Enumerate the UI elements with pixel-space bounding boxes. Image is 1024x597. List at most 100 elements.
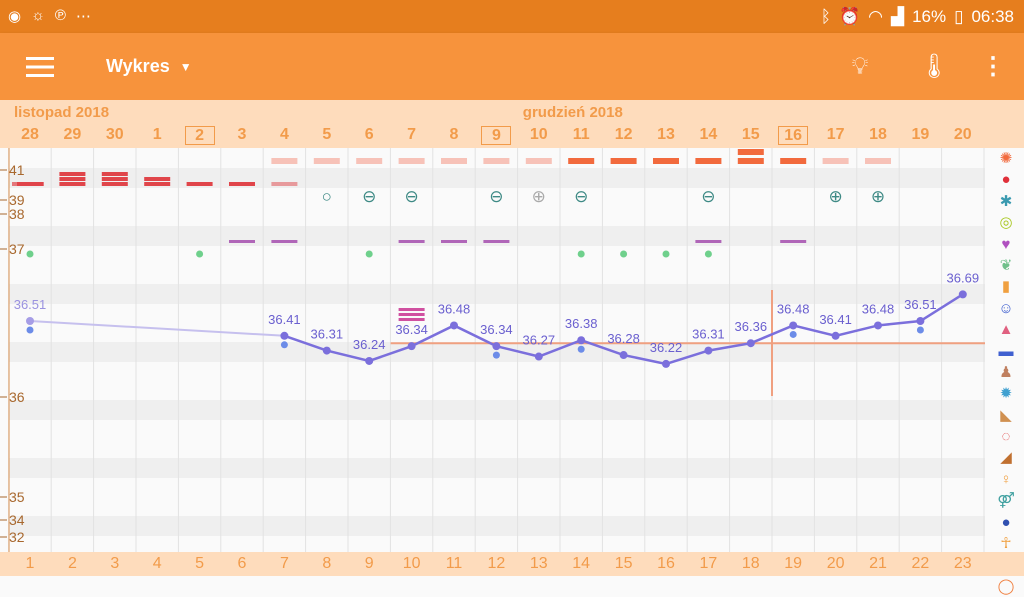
day-label[interactable]: 1	[152, 126, 162, 143]
purple-mark	[695, 240, 722, 243]
purple-mark	[229, 240, 255, 243]
day-label[interactable]: 2	[184, 126, 215, 145]
smiley-icon[interactable]: ☺	[998, 299, 1014, 317]
rings-icon[interactable]: ◎	[999, 214, 1013, 232]
status-bar: ◉ ☼ ℗ ⋯ ᛒ ⏰ ◠ ▟ 16% ▯ 06:38	[0, 0, 1024, 33]
couple-icon[interactable]: ⚤	[997, 492, 1015, 510]
flower-icon[interactable]: ✺	[999, 150, 1013, 167]
temperature-point[interactable]	[789, 321, 798, 330]
month-label: grudzień 2018	[522, 104, 623, 121]
figure-icon[interactable]: ☥	[1000, 535, 1012, 553]
test-result-icon: ⊕	[828, 187, 842, 206]
cycle-day-label: 16	[657, 555, 675, 572]
signal-icon: ▟	[890, 7, 905, 26]
cycle-day-label: 18	[741, 555, 760, 572]
drop-dotted-icon[interactable]: ◌	[1001, 428, 1011, 446]
day-label[interactable]: 12	[614, 126, 633, 143]
day-label[interactable]: 18	[869, 126, 887, 143]
day-label[interactable]: 13	[657, 126, 675, 143]
alarm-icon: ⏰	[838, 7, 861, 26]
temperature-point[interactable]	[534, 352, 543, 361]
menstruation-mark	[101, 172, 128, 176]
temperature-point[interactable]	[704, 346, 713, 355]
cycle-day-label: 6	[237, 555, 247, 572]
day-label[interactable]: 7	[407, 126, 417, 143]
more-icon: ⋯	[75, 8, 91, 25]
temperature-point[interactable]	[450, 321, 458, 330]
bottle-icon[interactable]: ▮	[1001, 278, 1011, 296]
test-result-icon: ⊖	[404, 187, 418, 206]
y-axis-label: 34	[9, 512, 25, 528]
day-label[interactable]: 4	[279, 126, 289, 143]
temperature-point[interactable]	[322, 346, 331, 355]
sun-icon[interactable]: ✹	[999, 385, 1013, 403]
temperature-point[interactable]	[577, 336, 586, 345]
cycle-icon[interactable]: ◯	[997, 577, 1015, 595]
day-label[interactable]: 3	[237, 126, 247, 143]
temperature-point[interactable]	[746, 339, 755, 348]
bleeding-light-mark	[313, 158, 340, 164]
temperature-point[interactable]	[365, 356, 374, 365]
temperature-point[interactable]	[619, 351, 628, 360]
temperature-point[interactable]	[492, 342, 501, 351]
day-label[interactable]: 9	[481, 126, 512, 145]
day-label[interactable]: 15	[741, 126, 760, 143]
day-label[interactable]: 10	[529, 126, 548, 143]
test-result-icon: ⊖	[574, 187, 588, 206]
pin-icon[interactable]: ●	[1001, 513, 1011, 531]
cycle-day-label: 10	[402, 555, 421, 572]
day-label[interactable]: 16	[778, 126, 809, 145]
person-icon[interactable]: ♟	[999, 363, 1013, 381]
document-icon[interactable]: ▬	[998, 342, 1014, 360]
temperature-point[interactable]	[280, 331, 289, 340]
foot-icon[interactable]: ◣	[1000, 406, 1012, 424]
day-label[interactable]: 29	[63, 126, 82, 143]
day-label[interactable]: 30	[105, 126, 124, 143]
secondary-temperature-point	[916, 326, 924, 334]
cycle-day-label: 9	[364, 555, 374, 572]
day-label[interactable]: 5	[322, 126, 332, 143]
overflow-menu-button[interactable]: ⋮	[978, 33, 1008, 100]
arm-icon[interactable]: ◢	[1000, 449, 1012, 467]
temperature-label: 36.48	[862, 301, 895, 316]
weather-icon: ☼	[31, 7, 45, 24]
day-label[interactable]: 6	[364, 126, 374, 143]
secondary-temperature-point	[280, 341, 288, 349]
temperature-point[interactable]	[831, 331, 840, 340]
y-axis-label: 41	[9, 162, 25, 178]
day-label[interactable]: 8	[449, 126, 459, 143]
menstruation-mark	[186, 182, 213, 186]
heart-icon[interactable]: ♥	[1001, 235, 1011, 253]
day-label[interactable]: 17	[826, 126, 845, 143]
bell-icon[interactable]: ▲	[998, 321, 1014, 339]
temperature-point[interactable]	[662, 359, 670, 368]
hamburger-icon	[26, 56, 54, 77]
temperature-point[interactable]	[26, 317, 34, 325]
bleeding-mark	[737, 149, 764, 155]
day-label[interactable]: 19	[911, 126, 930, 143]
day-label[interactable]: 20	[953, 126, 972, 143]
temperature-label: 36.31	[311, 327, 344, 342]
pregnant-icon[interactable]: ♀	[1000, 470, 1012, 488]
temperature-point[interactable]	[916, 317, 925, 325]
cycle-day-label: 3	[110, 555, 120, 572]
day-label[interactable]: 28	[21, 126, 39, 143]
drop-icon[interactable]: ●	[1001, 171, 1011, 189]
leaf-icon[interactable]: ❦	[999, 256, 1013, 274]
thermometer-button[interactable]: 🌡︎	[914, 33, 954, 100]
temperature-point[interactable]	[958, 290, 967, 299]
cycle-day-label: 23	[953, 555, 972, 572]
temperature-point[interactable]	[874, 321, 882, 330]
purple-mark	[398, 240, 425, 243]
bulb-button[interactable]: 💡︎	[840, 33, 880, 100]
splash-icon[interactable]: ✱	[999, 192, 1013, 210]
temperature-point[interactable]	[407, 342, 416, 351]
cycle-day-label: 7	[279, 555, 289, 572]
view-dropdown[interactable]: Wykres ▼	[106, 33, 192, 100]
cycle-day-label: 4	[152, 555, 162, 572]
bleeding-light-mark	[525, 158, 552, 164]
day-label[interactable]: 14	[699, 126, 718, 143]
menu-button[interactable]	[14, 33, 66, 100]
day-label[interactable]: 11	[572, 126, 590, 143]
